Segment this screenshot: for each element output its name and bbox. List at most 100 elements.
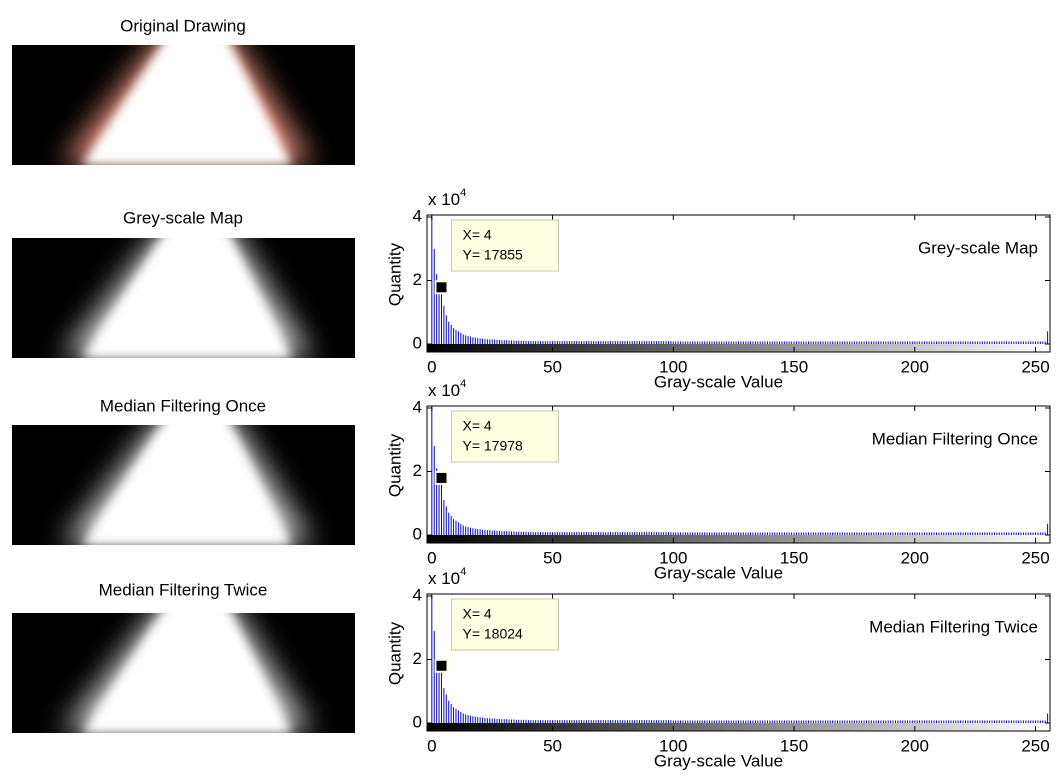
- bar: [1006, 532, 1007, 535]
- y-scale-base: x 10: [428, 381, 460, 400]
- bar: [509, 341, 510, 344]
- bar: [999, 720, 1000, 723]
- bar: [629, 341, 630, 344]
- bar: [569, 532, 570, 535]
- bar: [934, 532, 935, 535]
- bar: [931, 341, 932, 344]
- bar: [526, 720, 527, 723]
- bar: [827, 532, 828, 535]
- bar: [1006, 341, 1007, 344]
- bar: [463, 525, 464, 535]
- bar: [745, 720, 746, 723]
- bar: [494, 531, 495, 535]
- bar: [629, 720, 630, 723]
- bar: [866, 341, 867, 344]
- bar: [835, 341, 836, 344]
- bar: [699, 341, 700, 344]
- bar: [583, 532, 584, 535]
- bar: [610, 341, 611, 344]
- bar: [1030, 720, 1031, 723]
- bar: [750, 720, 751, 723]
- bar: [651, 720, 652, 723]
- bar: [984, 341, 985, 344]
- bar: [721, 532, 722, 535]
- bar: [588, 720, 589, 723]
- bar: [434, 631, 435, 723]
- bar: [832, 341, 833, 344]
- y-tick-label: 2: [413, 649, 422, 668]
- bar: [528, 720, 529, 723]
- bar: [922, 720, 923, 723]
- bar: [487, 718, 488, 723]
- bar: [784, 720, 785, 723]
- bar: [992, 341, 993, 344]
- datatip-marker: [435, 281, 447, 293]
- bar: [1047, 331, 1048, 344]
- bar: [591, 532, 592, 535]
- bar: [847, 532, 848, 535]
- bar: [888, 341, 889, 344]
- bar: [1042, 720, 1043, 723]
- bar: [871, 532, 872, 535]
- bar: [458, 522, 459, 535]
- bar: [907, 720, 908, 723]
- bar: [499, 531, 500, 535]
- bar: [557, 341, 558, 344]
- bar: [909, 341, 910, 344]
- bar: [1030, 341, 1031, 344]
- bar: [813, 532, 814, 535]
- y-scale-label: x 104: [428, 566, 466, 589]
- bar: [818, 532, 819, 535]
- bar: [605, 532, 606, 535]
- bar: [704, 720, 705, 723]
- bar: [895, 720, 896, 723]
- bar: [598, 341, 599, 344]
- bar: [1025, 341, 1026, 344]
- bar: [958, 341, 959, 344]
- bar: [907, 341, 908, 344]
- bar: [796, 341, 797, 344]
- datatip-x: X= 4: [462, 606, 491, 622]
- image: [12, 603, 355, 733]
- bar: [743, 532, 744, 535]
- bar: [441, 666, 442, 723]
- bar: [516, 532, 517, 535]
- bar: [434, 249, 435, 344]
- bar: [823, 720, 824, 723]
- bar: [704, 341, 705, 344]
- bar: [523, 341, 524, 344]
- bar: [637, 720, 638, 723]
- bar: [883, 532, 884, 535]
- bar: [1023, 720, 1024, 723]
- bar: [707, 532, 708, 535]
- x-tick-label: 50: [543, 548, 562, 567]
- bar: [1047, 713, 1048, 723]
- image-content: [12, 603, 355, 733]
- bar: [453, 328, 454, 344]
- bar: [885, 720, 886, 723]
- bar: [513, 341, 514, 344]
- bar: [926, 720, 927, 723]
- bar: [808, 720, 809, 723]
- bar: [1047, 524, 1048, 535]
- bar: [521, 532, 522, 535]
- y-tick-label: 2: [413, 270, 422, 289]
- bar: [552, 341, 553, 344]
- bar: [806, 720, 807, 723]
- bar: [673, 341, 674, 344]
- bar: [895, 341, 896, 344]
- bar: [608, 532, 609, 535]
- bar: [731, 341, 732, 344]
- bar: [629, 532, 630, 535]
- y-tick-label: 4: [413, 397, 422, 416]
- bar: [465, 526, 466, 535]
- bar: [516, 341, 517, 344]
- bar: [979, 532, 980, 535]
- annotation: Grey-scale Map: [918, 238, 1038, 257]
- bar: [963, 532, 964, 535]
- bar: [557, 720, 558, 723]
- bar: [757, 532, 758, 535]
- bar: [868, 532, 869, 535]
- image: [12, 415, 355, 545]
- bar: [625, 532, 626, 535]
